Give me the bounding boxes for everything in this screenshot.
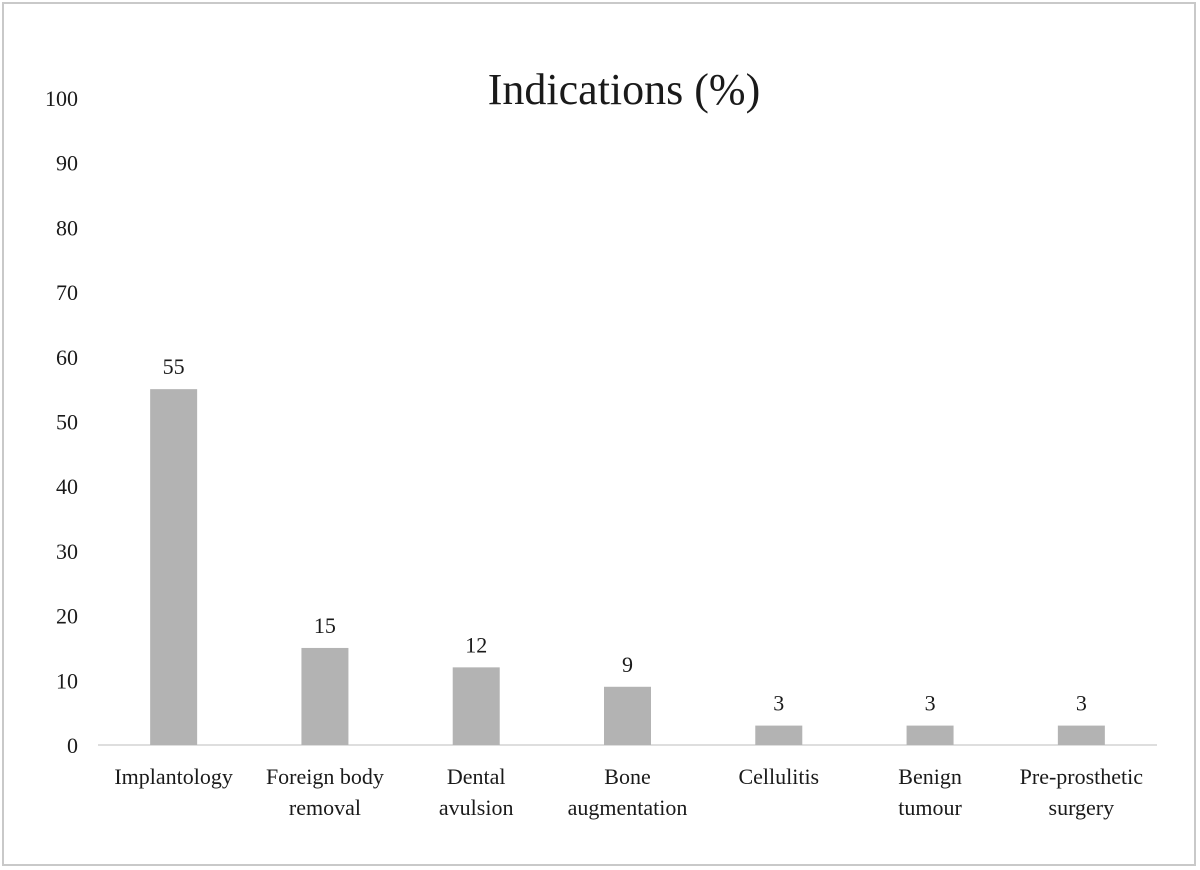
data-label: 15 <box>314 613 336 638</box>
y-tick-label: 60 <box>56 345 78 370</box>
y-tick-label: 100 <box>45 86 78 111</box>
y-tick-label: 30 <box>56 539 78 564</box>
x-category-label: Dental <box>447 764 506 789</box>
y-tick-label: 20 <box>56 604 78 629</box>
y-tick-label: 80 <box>56 215 78 240</box>
x-category-label: Bone <box>604 764 650 789</box>
bar <box>755 725 803 745</box>
bar <box>604 686 651 745</box>
y-axis-ticks: 0 10 20 30 40 50 60 70 80 90 100 <box>45 86 78 758</box>
x-category-label: augmentation <box>568 795 688 820</box>
bars <box>150 389 1105 745</box>
y-tick-label: 40 <box>56 474 78 499</box>
x-category-label: Benign <box>898 764 962 789</box>
x-axis-labels: Implantology Foreign body removal Dental avu… <box>114 764 1143 820</box>
bar <box>452 667 500 745</box>
x-category-label: Cellulitis <box>738 764 819 789</box>
chart-title: Indications (%) <box>488 65 760 114</box>
y-tick-label: 70 <box>56 280 78 305</box>
y-tick-label: 50 <box>56 410 78 435</box>
y-tick-label: 10 <box>56 668 78 693</box>
bar <box>1057 725 1105 745</box>
bar <box>906 725 954 745</box>
x-category-label: surgery <box>1049 795 1115 820</box>
bar <box>301 647 349 745</box>
x-category-label: tumour <box>898 795 962 820</box>
x-category-label: Foreign body <box>266 764 384 789</box>
x-category-label: removal <box>289 795 361 820</box>
data-label: 12 <box>465 632 487 657</box>
x-category-label: avulsion <box>439 795 514 820</box>
data-label: 9 <box>622 652 633 677</box>
x-category-label: Implantology <box>114 764 233 789</box>
bar <box>150 389 198 745</box>
data-label: 3 <box>773 691 784 716</box>
data-label: 55 <box>163 354 185 379</box>
data-label: 3 <box>925 691 936 716</box>
y-tick-label: 0 <box>67 733 78 758</box>
y-tick-label: 90 <box>56 151 78 176</box>
data-labels: 55 15 12 9 3 3 3 <box>163 354 1087 715</box>
data-label: 3 <box>1076 691 1087 716</box>
x-category-label: Pre-prosthetic <box>1020 764 1144 789</box>
